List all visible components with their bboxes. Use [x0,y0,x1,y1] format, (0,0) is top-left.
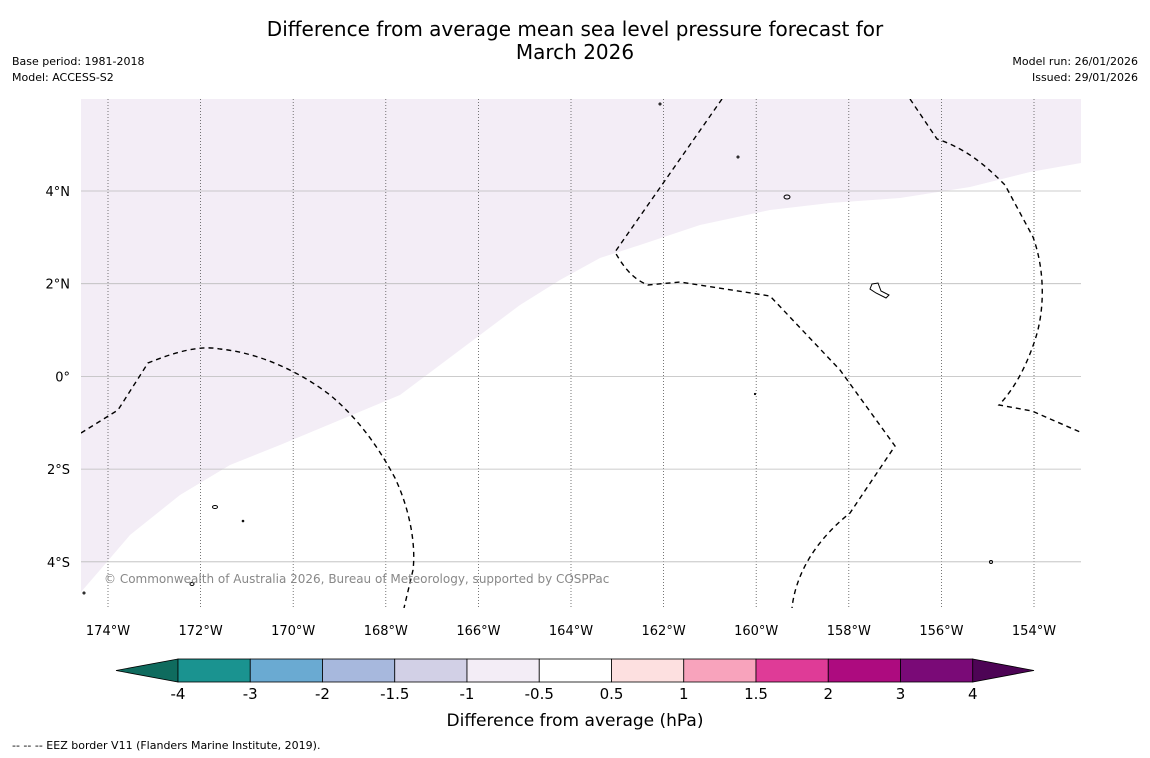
island [189,582,195,586]
colorbar-tick-label: -3 [243,685,258,703]
longitude-tick-label: 160°W [734,624,778,639]
longitude-tick-label: 172°W [179,624,223,639]
latitude-tick-label: 2°N [46,278,71,293]
colorbar-segment [755,658,829,683]
latitude-tick-labels: 4°N 2°N 0° 2°S 4°S [46,185,71,571]
colorbar-tick-label: 2 [823,685,833,703]
copyright-notice: © Commonwealth of Australia 2026, Bureau… [104,572,609,586]
title-line-1: Difference from average mean sea level p… [266,17,884,41]
colorbar-segment [611,658,685,683]
island [753,392,757,396]
longitude-tick-label: 156°W [919,624,963,639]
chart-title: Difference from average mean sea level p… [0,18,1150,64]
colorbar-extend-min [115,658,179,683]
longitude-tick-label: 168°W [364,624,408,639]
eez-borders [81,99,1081,608]
colorbar-segment [177,658,251,683]
base-period: Base period: 1981-2018 [12,55,145,68]
latitude-tick-label: 0° [55,370,70,385]
colorbar-tick-label: -0.5 [525,685,554,703]
meta-left: Base period: 1981-2018 Model: ACCESS-S2 [12,54,144,86]
colorbar-tick-label: 3 [896,685,906,703]
model-name: Model: ACCESS-S2 [12,71,114,84]
meta-right: Model run: 26/01/2026 Issued: 29/01/2026 [1012,54,1138,86]
title-line-2: March 2026 [515,40,635,64]
colorbar-tick-label: 4 [968,685,978,703]
colorbar-tick-label: -1 [460,685,475,703]
eez-border-east [909,99,1081,433]
latitude-tick-label: 4°S [47,556,70,571]
colorbar-segments [115,658,1035,683]
colorbar-tick-label: 1 [679,685,689,703]
colorbar-tick-label: 0.5 [600,685,624,703]
islands [82,102,993,595]
issued-date: Issued: 29/01/2026 [1031,71,1138,84]
colorbar-segment [900,658,974,683]
island [212,505,218,509]
longitude-tick-labels: 174°W 172°W 170°W 168°W 166°W 164°W 162°W 160°W… [86,624,1056,639]
model-run: Model run: 26/01/2026 [1012,55,1138,68]
colorbar-title: Difference from average (hPa) [447,711,704,731]
island [658,102,662,106]
colorbar: -4 -3 -2 -1.5 -1 -0.5 0.5 1 1.5 2 3 4 Difference fr… [115,658,1035,731]
island [989,560,993,564]
island [736,155,740,159]
latitude-gridlines [81,190,1081,563]
colorbar-extend-max [972,658,1035,683]
island [783,194,791,200]
colorbar-segment [466,658,540,683]
island [869,282,890,299]
longitude-gridlines [107,99,1035,608]
eez-border-west [81,347,415,608]
longitude-tick-label: 158°W [827,624,871,639]
colorbar-segment [249,658,323,683]
island [82,591,86,595]
map-panel: © Commonwealth of Australia 2026, Bureau… [81,99,1081,608]
colorbar-segment [322,658,396,683]
colorbar-tick-label: -2 [315,685,330,703]
longitude-tick-label: 154°W [1012,624,1056,639]
colorbar-tick-label: -1.5 [380,685,409,703]
colorbar-tick-label: -4 [171,685,186,703]
colorbar-tick-labels: -4 -3 -2 -1.5 -1 -0.5 0.5 1 1.5 2 3 4 [171,685,978,703]
longitude-tick-label: 162°W [642,624,686,639]
eez-footnote: -- -- -- EEZ border V11 (Flanders Marine… [12,739,321,752]
colorbar-segment [827,658,901,683]
longitude-tick-label: 166°W [456,624,500,639]
longitude-tick-label: 170°W [271,624,315,639]
island [241,519,245,523]
eez-border-north [614,99,896,608]
colorbar-tick-label: 1.5 [744,685,768,703]
latitude-tick-label: 4°N [46,185,71,200]
longitude-tick-label: 164°W [549,624,593,639]
colorbar-segment [394,658,468,683]
latitude-tick-label: 2°S [47,463,70,478]
negative-anomaly-region [81,99,1081,592]
colorbar-segment [683,658,757,683]
longitude-tick-label: 174°W [86,624,130,639]
colorbar-segment [538,658,612,683]
